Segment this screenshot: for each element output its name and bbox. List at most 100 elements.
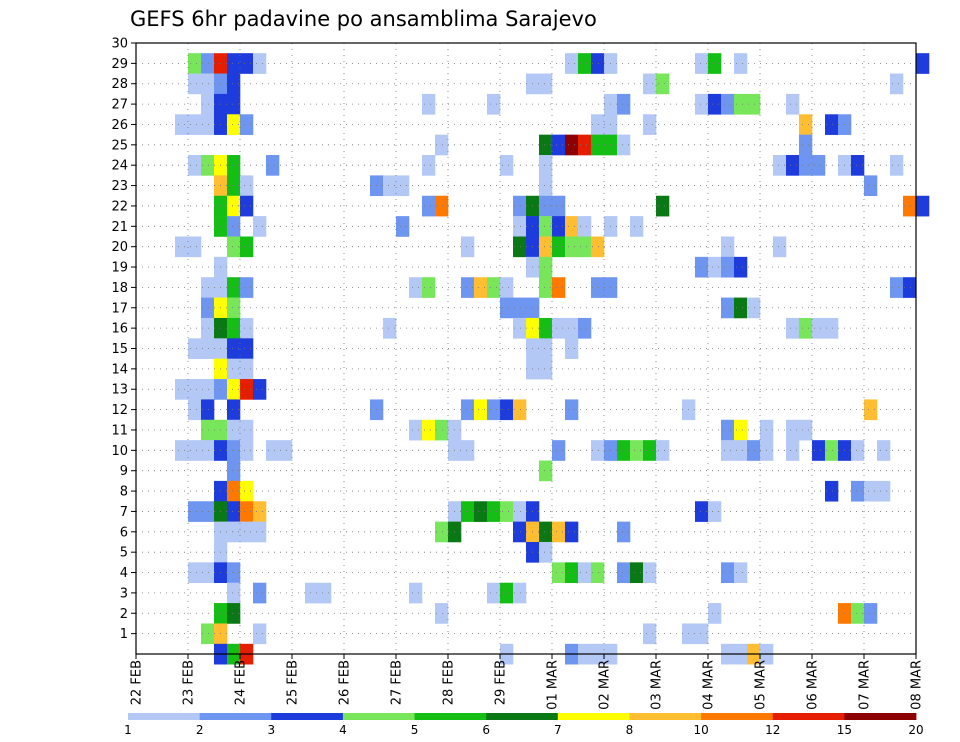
heatmap-cell (513, 195, 527, 217)
heatmap-cell (747, 297, 761, 319)
y-tick-label: 11 (111, 423, 128, 438)
heatmap-cell (500, 155, 514, 176)
heatmap-cell (513, 236, 527, 258)
heatmap-cell (227, 399, 241, 421)
heatmap-cell (227, 297, 241, 319)
heatmap-cell (422, 195, 436, 217)
heatmap-cell (227, 195, 241, 217)
heatmap-cell (500, 399, 514, 421)
legend-label: 2 (196, 723, 204, 737)
y-tick-label: 1 (120, 627, 128, 642)
x-tick-label: 01 MAR (546, 660, 561, 710)
y-tick-label: 16 (111, 322, 128, 337)
heatmap-cell (201, 53, 215, 74)
heatmap-cell (812, 155, 826, 176)
x-tick-label: 26 FEB (338, 660, 353, 705)
y-tick-label: 30 (111, 37, 128, 52)
heatmap-cell (734, 53, 748, 74)
heatmap-cell (617, 440, 631, 461)
heatmap-cell (734, 562, 748, 584)
x-tick-label: 06 MAR (806, 660, 821, 710)
heatmap-cell (175, 236, 189, 258)
heatmap-cell (253, 216, 267, 237)
heatmap-cell (708, 603, 722, 624)
heatmap-cell (578, 216, 592, 237)
heatmap-cell (799, 155, 813, 176)
y-tick-label: 5 (120, 546, 128, 561)
heatmap-cell (695, 53, 709, 74)
y-tick-label: 17 (111, 301, 128, 316)
heatmap-cell (617, 93, 631, 115)
heatmap-cell (552, 195, 566, 217)
heatmap-cell (734, 256, 748, 278)
heatmap-cell (864, 480, 878, 502)
heatmap-cell (734, 93, 748, 115)
x-tick-label: 02 MAR (598, 660, 613, 710)
heatmap-cell (721, 256, 735, 278)
y-tick-label: 18 (111, 281, 128, 296)
y-tick-label: 3 (120, 586, 128, 601)
heatmap-cell (240, 521, 254, 543)
heatmap-cell (916, 195, 930, 217)
heatmap-cell (201, 297, 215, 319)
x-tick-label: 25 FEB (286, 660, 301, 705)
heatmap-cell (474, 277, 488, 298)
heatmap-cell (812, 317, 826, 339)
heatmap-cell (617, 134, 631, 156)
heatmap-cell (513, 521, 527, 543)
heatmap-cell (253, 582, 267, 604)
y-tick-label: 26 (111, 118, 128, 133)
heatmap-cell (435, 521, 449, 543)
heatmap-cell (565, 562, 579, 584)
heatmap-cell (422, 155, 436, 176)
color-legend: 1 2 3 4 5 6 7 8 10 12 15 20 (124, 713, 924, 737)
heatmap-cell (539, 358, 553, 380)
heatmap-cell (422, 277, 436, 298)
heatmap-cell (890, 73, 904, 95)
legend-label: 15 (837, 723, 852, 737)
heatmap-cell (227, 175, 241, 197)
heatmap-cell (266, 155, 280, 176)
heatmap-cell (890, 155, 904, 176)
heatmap-cell (591, 53, 605, 74)
heatmap-cell (461, 440, 475, 461)
heatmap-cell (227, 501, 241, 522)
heatmap-cell (201, 562, 215, 584)
heatmap-cell (630, 440, 644, 461)
legend-swatch (844, 713, 917, 720)
heatmap-cell (734, 440, 748, 461)
heatmap-cell (617, 562, 631, 584)
heatmap-cell (825, 317, 839, 339)
heatmap-cell (461, 399, 475, 421)
heatmap-cell (721, 419, 735, 441)
heatmap-cell (500, 582, 514, 604)
heatmap-cell (227, 73, 241, 95)
legend-swatch (342, 713, 415, 720)
heatmap-cell (552, 134, 566, 156)
legend-swatch (199, 713, 272, 720)
heatmap-cell (227, 358, 241, 380)
heatmap-cell (188, 114, 202, 135)
heatmap-cell (201, 419, 215, 441)
heatmap-cell (175, 379, 189, 400)
heatmap-cell (916, 53, 930, 74)
heatmap-cell (201, 155, 215, 176)
heatmap-cell (630, 562, 644, 584)
heatmap-cell (188, 440, 202, 461)
heatmap-cell (253, 521, 267, 543)
heatmap-cell (708, 53, 722, 74)
heatmap-cell (201, 399, 215, 421)
heatmap-cell (565, 399, 579, 421)
legend-swatch (486, 713, 559, 720)
heatmap-cell (552, 440, 566, 461)
x-tick-label: 29 FEB (494, 660, 509, 705)
legend-label: 3 (267, 723, 275, 737)
heatmap-cell (227, 114, 241, 135)
heatmap-cell (656, 440, 670, 461)
heatmap-cell (539, 236, 553, 258)
heatmap-cell (474, 399, 488, 421)
heatmap-cell (903, 195, 917, 217)
heatmap-cell (591, 236, 605, 258)
heatmap-cell (188, 562, 202, 584)
